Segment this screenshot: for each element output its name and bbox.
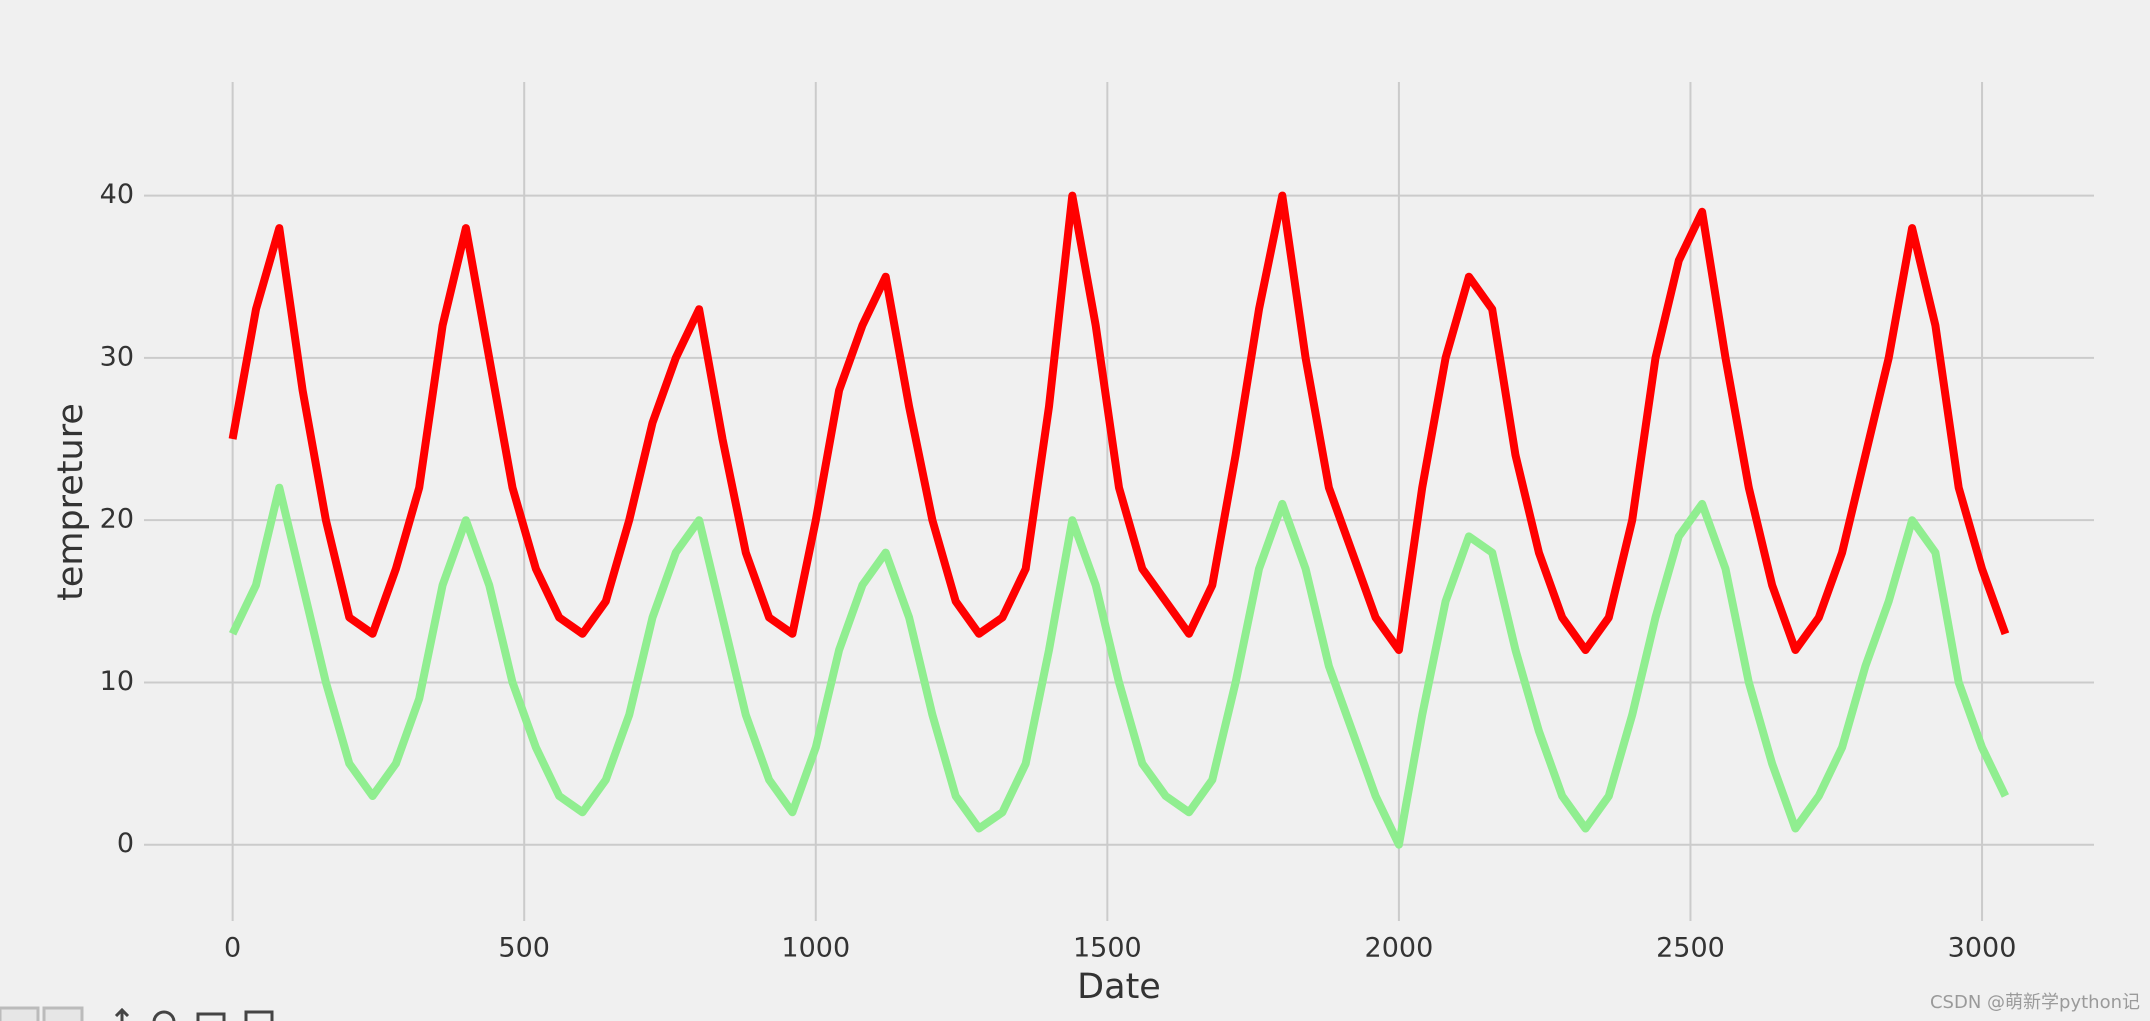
x-tick-label: 2500 (1656, 933, 1725, 964)
config-icon[interactable] (196, 1012, 226, 1021)
toolbar-button[interactable] (0, 1006, 40, 1021)
y-tick-label: 30 (100, 341, 134, 372)
watermark: CSDN @萌新学python记 (1930, 992, 2140, 1013)
toolbar (0, 1006, 274, 1021)
zoom-icon[interactable] (152, 1010, 176, 1021)
y-tick-label: 40 (100, 179, 134, 210)
x-tick-label: 500 (498, 933, 550, 964)
x-tick-label: 1500 (1073, 933, 1142, 964)
y-axis-label: tempreture (51, 403, 91, 601)
toolbar-button[interactable] (42, 1006, 84, 1021)
series-line (228, 483, 2010, 849)
x-axis-label: Date (1077, 967, 1161, 1007)
y-tick-label: 10 (100, 666, 134, 697)
save-icon[interactable] (244, 1010, 274, 1021)
y-tick-label: 20 (100, 504, 134, 535)
x-tick-label: 3000 (1948, 933, 2017, 964)
series-line (228, 191, 2010, 654)
pan-icon[interactable] (114, 1007, 130, 1021)
x-tick-label: 2000 (1365, 933, 1434, 964)
x-tick-label: 0 (224, 933, 241, 964)
x-tick-label: 1000 (781, 933, 850, 964)
y-tick-label: 0 (117, 828, 134, 859)
